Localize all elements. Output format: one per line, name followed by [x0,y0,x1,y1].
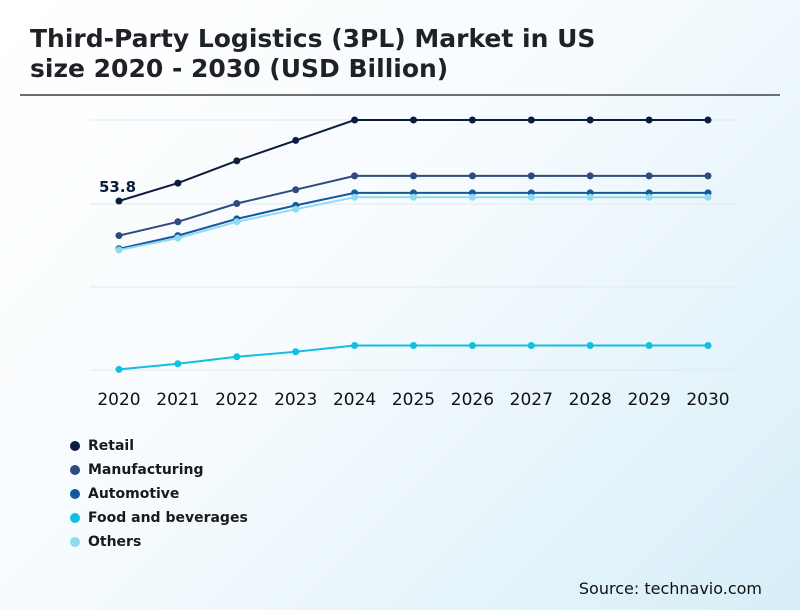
data-point-manufacturing-2020 [115,232,123,240]
data-label-retail-2020: 53.8 [99,178,136,196]
data-point-food-and-beverages-2025 [410,342,417,350]
x-tick-label-2028: 2028 [569,390,612,410]
data-point-retail-2029 [645,116,653,124]
data-point-retail-2024 [351,116,359,124]
x-tick-label-2024: 2024 [333,390,376,410]
data-point-food-and-beverages-2023 [292,348,300,356]
data-point-retail-2028 [586,116,594,124]
legend-item-automotive: Automotive [70,482,248,506]
legend-label: Food and beverages [88,510,248,526]
data-point-food-and-beverages-2024 [351,342,359,350]
data-point-retail-2026 [468,116,476,124]
data-point-food-and-beverages-2020 [115,365,123,373]
series-line-retail [118,119,708,202]
data-point-others-2027 [527,193,535,201]
data-point-manufacturing-2024 [351,172,359,180]
data-point-food-and-beverages-2028 [586,342,594,350]
legend-item-others: Others [70,530,248,554]
data-point-retail-2022 [233,157,241,165]
x-tick-label-2026: 2026 [451,390,494,410]
legend-item-food-and-beverages: Food and beverages [70,506,248,530]
legend-label: Automotive [88,486,180,502]
chart-title-line-1: Third-Party Logistics (3PL) Market in US [30,24,596,53]
data-point-retail-2027 [527,116,535,124]
data-point-manufacturing-2027 [527,172,535,180]
legend-label: Others [88,534,142,550]
data-point-manufacturing-2026 [468,172,476,180]
data-point-manufacturing-2025 [410,172,417,180]
legend-marker-icon [70,465,80,475]
data-point-manufacturing-2021 [174,218,182,226]
data-point-others-2021 [174,234,182,242]
legend-item-manufacturing: Manufacturing [70,458,248,482]
x-tick-label-2027: 2027 [510,390,553,410]
data-point-others-2028 [586,193,594,201]
source-credit: Source: technavio.com [578,579,762,598]
data-point-food-and-beverages-2026 [468,342,476,350]
legend-marker-icon [70,537,80,547]
data-point-others-2025 [410,193,417,201]
data-point-others-2023 [292,205,300,213]
x-tick-label-2030: 2030 [686,390,729,410]
data-point-others-2030 [704,193,712,201]
data-point-retail-2021 [174,179,182,187]
data-point-food-and-beverages-2021 [174,360,182,368]
legend-marker-icon [70,513,80,523]
data-point-manufacturing-2022 [233,200,241,208]
data-point-retail-2020 [115,197,123,205]
title-divider [20,94,780,96]
data-point-food-and-beverages-2030 [704,342,712,350]
data-point-manufacturing-2023 [292,186,300,194]
data-point-retail-2023 [292,136,300,144]
series-line-others [118,196,708,251]
legend-label: Manufacturing [88,462,204,478]
legend-marker-icon [70,489,80,499]
data-point-retail-2025 [410,116,417,124]
legend-item-retail: Retail [70,434,248,458]
data-point-others-2022 [233,218,241,226]
data-point-food-and-beverages-2029 [645,342,653,350]
data-point-others-2029 [645,193,653,201]
series-line-automotive [118,191,708,250]
legend-label: Retail [88,438,135,454]
data-point-others-2024 [351,193,359,201]
series-line-food-and-beverages [118,344,708,371]
x-tick-label-2020: 2020 [97,390,140,410]
data-point-manufacturing-2029 [645,172,653,180]
x-tick-label-2029: 2029 [627,390,670,410]
data-point-food-and-beverages-2027 [527,342,535,350]
legend-marker-icon [70,441,80,451]
data-point-retail-2030 [704,116,712,124]
data-point-others-2026 [468,193,476,201]
data-point-manufacturing-2030 [704,172,712,180]
x-tick-label-2025: 2025 [392,390,435,410]
chart-title: Third-Party Logistics (3PL) Market in US… [30,24,595,84]
x-tick-label-2023: 2023 [274,390,317,410]
x-tick-label-2022: 2022 [215,390,258,410]
data-point-food-and-beverages-2022 [233,353,241,361]
chart-legend: Retail Manufacturing Automotive Food and be… [70,434,248,554]
x-tick-label-2021: 2021 [156,390,199,410]
chart-title-line-2: size 2020 - 2030 (USD Billion) [30,54,449,83]
data-point-manufacturing-2028 [586,172,594,180]
data-point-others-2020 [115,246,123,254]
